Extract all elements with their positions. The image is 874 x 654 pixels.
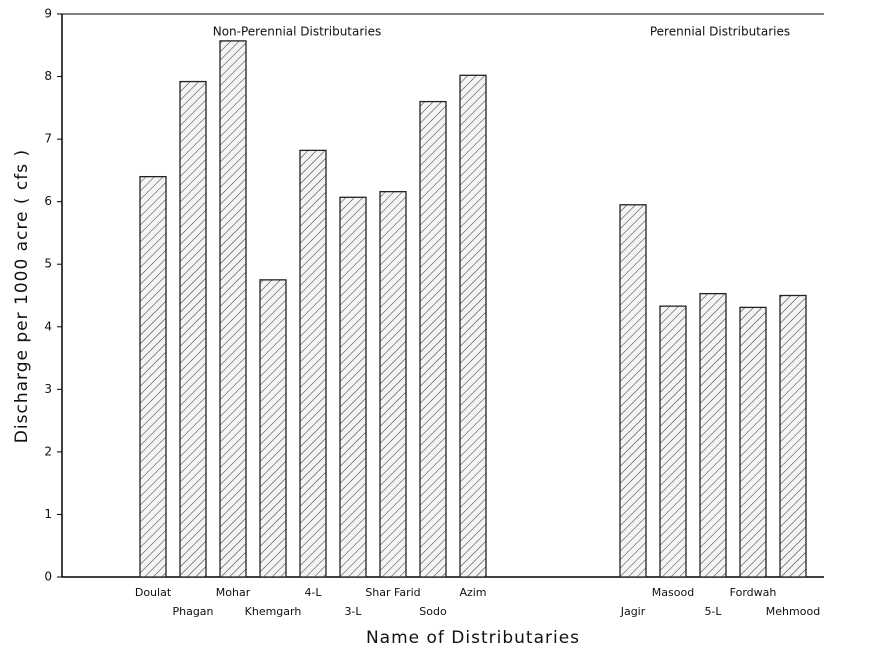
y-tick-label: 0	[44, 570, 52, 584]
x-tick-label: Masood	[652, 586, 694, 599]
x-tick-label: Shar Farid	[365, 586, 420, 599]
bar	[619, 204, 647, 578]
y-tick-label: 9	[44, 7, 52, 21]
x-tick-label: Mohar	[216, 586, 251, 599]
annotation: Non-Perennial Distributaries	[213, 25, 382, 39]
y-axis-label: Discharge per 1000 acre ( cfs )	[12, 149, 32, 443]
x-tick-label: Mehmood	[766, 605, 820, 618]
x-tick-label: Khemgarh	[245, 605, 302, 618]
x-tick-label: Doulat	[135, 586, 172, 599]
bar	[779, 294, 807, 578]
bar	[739, 306, 767, 578]
y-tick-label: 1	[44, 507, 52, 521]
y-tick-label: 4	[44, 319, 52, 333]
x-tick-label: 4-L	[304, 586, 322, 599]
bar	[659, 305, 687, 578]
x-tick-label: Phagan	[172, 605, 213, 618]
bar	[699, 292, 727, 578]
x-tick-label: Azim	[459, 586, 486, 599]
y-tick-label: 8	[44, 69, 52, 83]
bar	[219, 40, 247, 578]
bar	[459, 74, 487, 578]
x-tick-label: Fordwah	[730, 586, 777, 599]
annotation: Perennial Distributaries	[650, 25, 790, 39]
bar	[339, 196, 367, 578]
x-tick-label: Sodo	[419, 605, 447, 618]
y-tick-label: 2	[44, 444, 52, 458]
bar	[139, 175, 167, 578]
y-tick-label: 7	[44, 132, 52, 146]
bar	[419, 100, 447, 578]
x-axis-label: Name of Distributaries	[366, 628, 580, 648]
bar	[259, 279, 287, 578]
y-tick-label: 6	[44, 194, 52, 208]
y-tick-label: 3	[44, 382, 52, 396]
x-tick-label: Jagir	[620, 605, 646, 618]
bar	[179, 80, 207, 578]
bar	[379, 191, 407, 578]
x-tick-label: 3-L	[344, 605, 362, 618]
x-tick-label: 5-L	[704, 605, 722, 618]
y-tick-label: 5	[44, 257, 52, 271]
bar	[299, 149, 327, 578]
